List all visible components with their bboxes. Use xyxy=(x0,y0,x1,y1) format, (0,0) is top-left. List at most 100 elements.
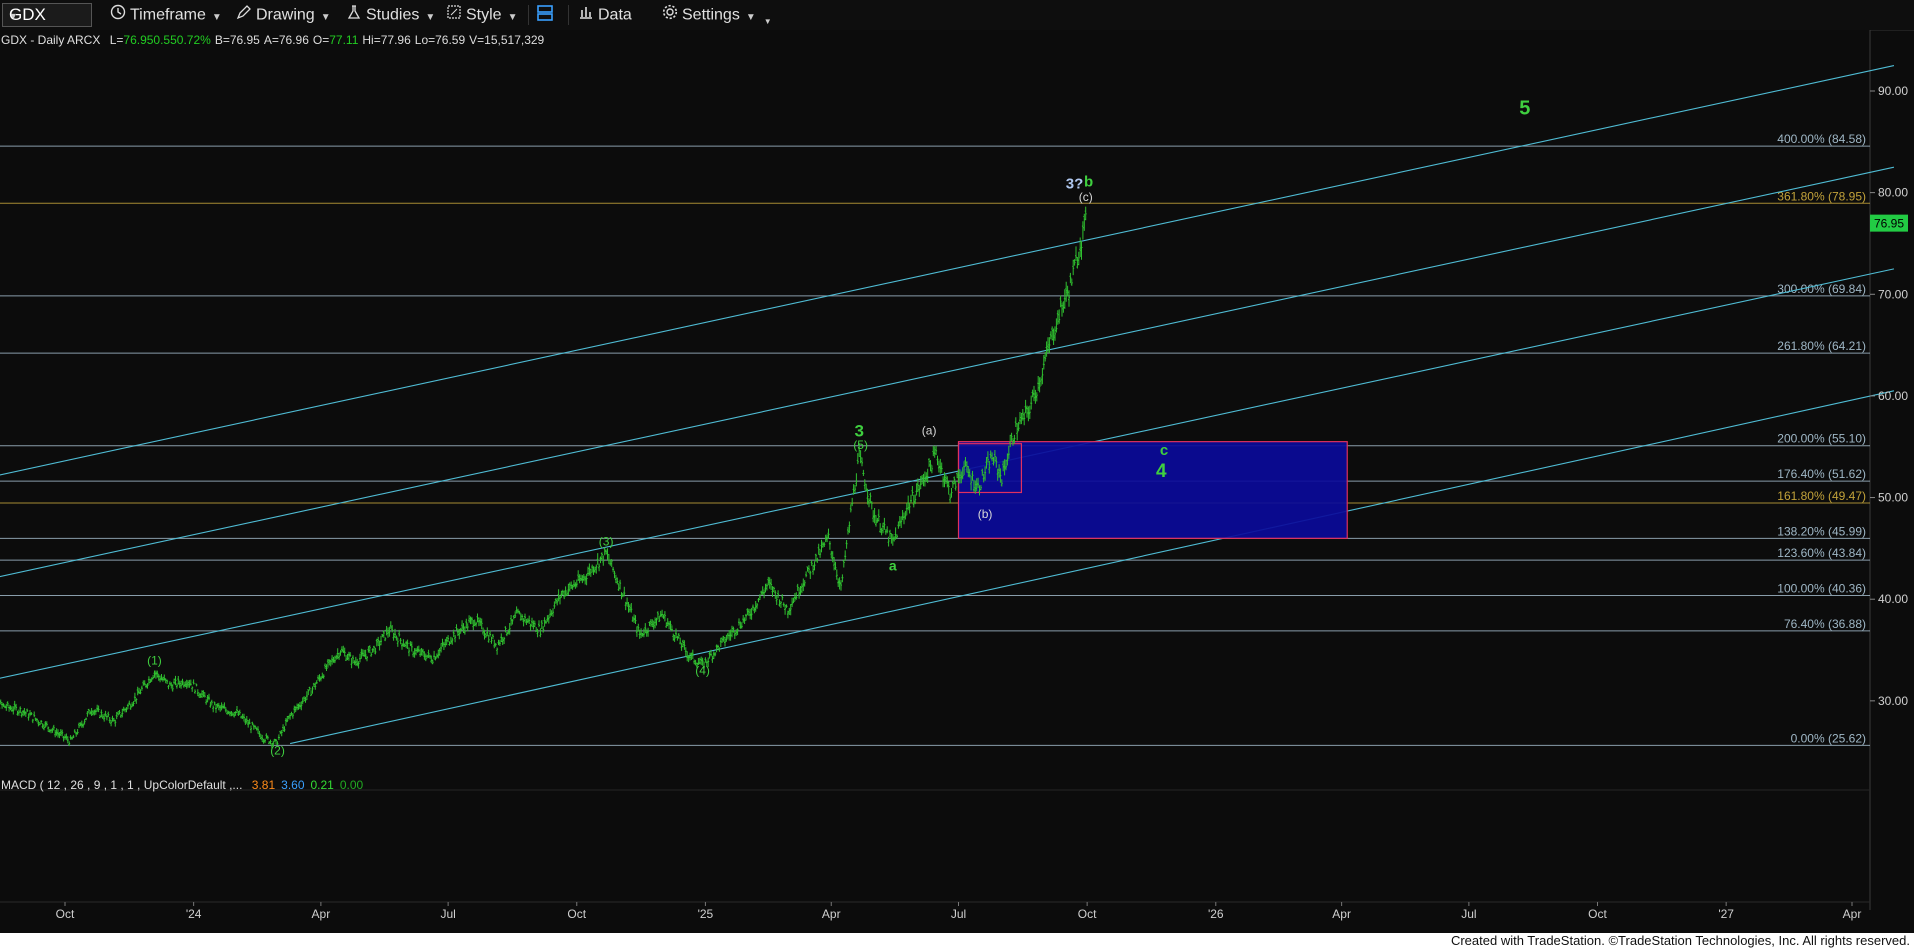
channel-line xyxy=(290,390,1895,745)
y-tick-label: 70.00 xyxy=(1878,287,1908,301)
macd-value: 0.21 xyxy=(311,778,335,792)
wave-label: (4) xyxy=(695,663,710,677)
header-field-value: 76.95 xyxy=(123,33,153,47)
y-tick-label: 80.00 xyxy=(1878,186,1908,200)
style-label: Style xyxy=(466,6,502,24)
small-box xyxy=(957,443,1023,494)
x-tick-label: Apr xyxy=(822,907,841,921)
flask-icon xyxy=(346,4,362,27)
header-field-label: L= xyxy=(110,33,124,47)
toolbar-divider xyxy=(528,5,529,25)
toolbar: GDX ▼ Timeframe ▼ Drawing ▼ Studies ▼ Style… xyxy=(0,0,1914,31)
layout-icon xyxy=(536,4,554,29)
header-field-value: 0.55 xyxy=(153,33,177,47)
price-bars xyxy=(0,206,1087,749)
header-field-value: 77.96 xyxy=(381,33,411,47)
x-tick-label: '25 xyxy=(698,907,714,921)
y-tick-label: 90.00 xyxy=(1878,84,1908,98)
channel-line xyxy=(0,166,1895,578)
header-field-label: Lo= xyxy=(415,33,435,47)
chevron-down-icon: ▼ xyxy=(211,11,222,23)
x-tick-label: Oct xyxy=(56,907,75,921)
wave-label: c xyxy=(1160,442,1168,459)
wave-label: a xyxy=(889,558,897,574)
macd-panel: MACD ( 12 , 26 , 9 , 1 , 1 , UpColorDefa… xyxy=(1,778,364,792)
bar-chart-icon xyxy=(578,4,594,27)
y-tick-label: 40.00 xyxy=(1878,592,1908,606)
target-zone xyxy=(957,441,1348,539)
price-panel: 400.00% (84.58) 361.80% (78.95) 300.00% (6… xyxy=(0,30,1908,910)
header-field-label: V= xyxy=(469,33,484,47)
x-tick-label: Oct xyxy=(567,907,586,921)
x-tick-label: Jul xyxy=(440,907,455,921)
fib-levels: 400.00% (84.58) 361.80% (78.95) 300.00% (6… xyxy=(0,132,1870,746)
style-icon xyxy=(446,4,462,27)
x-tick-label: Jul xyxy=(951,907,966,921)
last-price-marker xyxy=(1870,214,1908,232)
data-label: Data xyxy=(598,6,632,24)
wave-label: (2) xyxy=(270,744,285,758)
wave-label: 3? xyxy=(1066,176,1084,193)
wave-label: (5) xyxy=(853,438,868,452)
fib-level-label: 161.80% (49.47) xyxy=(1777,489,1866,503)
chevron-down-icon: ▼ xyxy=(745,11,756,23)
header-field-value: 15,517,329 xyxy=(484,33,544,47)
wave-label: (c) xyxy=(1079,190,1093,204)
y-tick-label: 60.00 xyxy=(1878,389,1908,403)
settings-button[interactable]: Settings ▼ ▼ xyxy=(662,4,772,26)
drawing-button[interactable]: Drawing ▼ xyxy=(236,4,331,26)
x-tick-label: Oct xyxy=(1588,907,1607,921)
chevron-down-icon: ▼ xyxy=(507,11,518,23)
header-field-value: 76.96 xyxy=(279,33,309,47)
header-field-value: 77.11 xyxy=(329,33,358,47)
timeframe-button[interactable]: Timeframe ▼ xyxy=(110,4,222,26)
y-tick-label: 30.00 xyxy=(1878,694,1908,708)
x-tick-label: '27 xyxy=(1718,907,1734,921)
wave-label: 3 xyxy=(854,422,863,441)
style-button[interactable]: Style ▼ xyxy=(446,4,517,26)
chevron-down-icon: ▼ xyxy=(425,11,436,23)
header-field-value: 76.59 xyxy=(435,33,465,47)
y-tick-label: 50.00 xyxy=(1878,491,1908,505)
symbol-input[interactable]: GDX ▼ xyxy=(2,3,92,27)
layout-button[interactable] xyxy=(536,4,558,26)
pencil-icon xyxy=(236,4,252,27)
wave-label: 5 xyxy=(1519,97,1530,119)
chevron-down-icon[interactable]: ▼ xyxy=(9,11,18,21)
chart-area[interactable]: 400.00% (84.58) 361.80% (78.95) 300.00% (6… xyxy=(0,30,1914,933)
gear-icon xyxy=(662,4,678,27)
fib-level-label: 76.40% (36.88) xyxy=(1784,617,1866,631)
fib-level-label: 261.80% (64.21) xyxy=(1777,339,1866,353)
wave-label: (3) xyxy=(599,534,614,548)
x-tick-label: Oct xyxy=(1078,907,1097,921)
fib-level-label: 361.80% (78.95) xyxy=(1777,189,1866,203)
macd-label: MACD ( 12 , 26 , 9 , 1 , 1 , UpColorDefa… xyxy=(1,778,242,792)
header-field-label: A= xyxy=(264,33,279,47)
fib-level-label: 200.00% (55.10) xyxy=(1777,432,1866,446)
fib-level-label: 176.40% (51.62) xyxy=(1777,467,1866,481)
chevron-down-icon: ▼ xyxy=(763,16,772,26)
chart-header: GDX - Daily ARCX L=76.950.550.72% B=76.95… xyxy=(1,33,545,47)
copyright-text: Created with TradeStation. ©TradeStation… xyxy=(1450,933,1910,948)
channel-line xyxy=(0,65,1895,476)
fib-level-label: 300.00% (69.84) xyxy=(1777,282,1866,296)
target-box xyxy=(957,441,1348,539)
macd-value: 3.81 xyxy=(252,778,276,792)
wave-label: (1) xyxy=(147,653,162,667)
toolbar-divider xyxy=(568,5,569,25)
studies-label: Studies xyxy=(366,6,420,24)
macd-header: MACD ( 12 , 26 , 9 , 1 , 1 , UpColorDefa… xyxy=(1,778,364,792)
wave-label: (b) xyxy=(978,507,993,521)
x-tick-label: '26 xyxy=(1208,907,1224,921)
settings-label: Settings xyxy=(682,6,740,24)
fib-level-label: 138.20% (45.99) xyxy=(1777,524,1866,538)
time-axis: Oct '24 Apr Jul Oct '25 Apr Jul Oct '26 Apr Jul Oct '… xyxy=(56,902,1862,921)
chart-background xyxy=(0,30,1870,772)
studies-button[interactable]: Studies ▼ xyxy=(346,4,435,26)
data-button[interactable]: Data xyxy=(578,4,632,26)
x-tick-label: Apr xyxy=(1332,907,1351,921)
header-field-value: 76.95 xyxy=(230,33,260,47)
header-field-label: O= xyxy=(313,33,329,47)
header-field-label: Hi= xyxy=(362,33,380,47)
x-tick-label: Apr xyxy=(1843,907,1862,921)
